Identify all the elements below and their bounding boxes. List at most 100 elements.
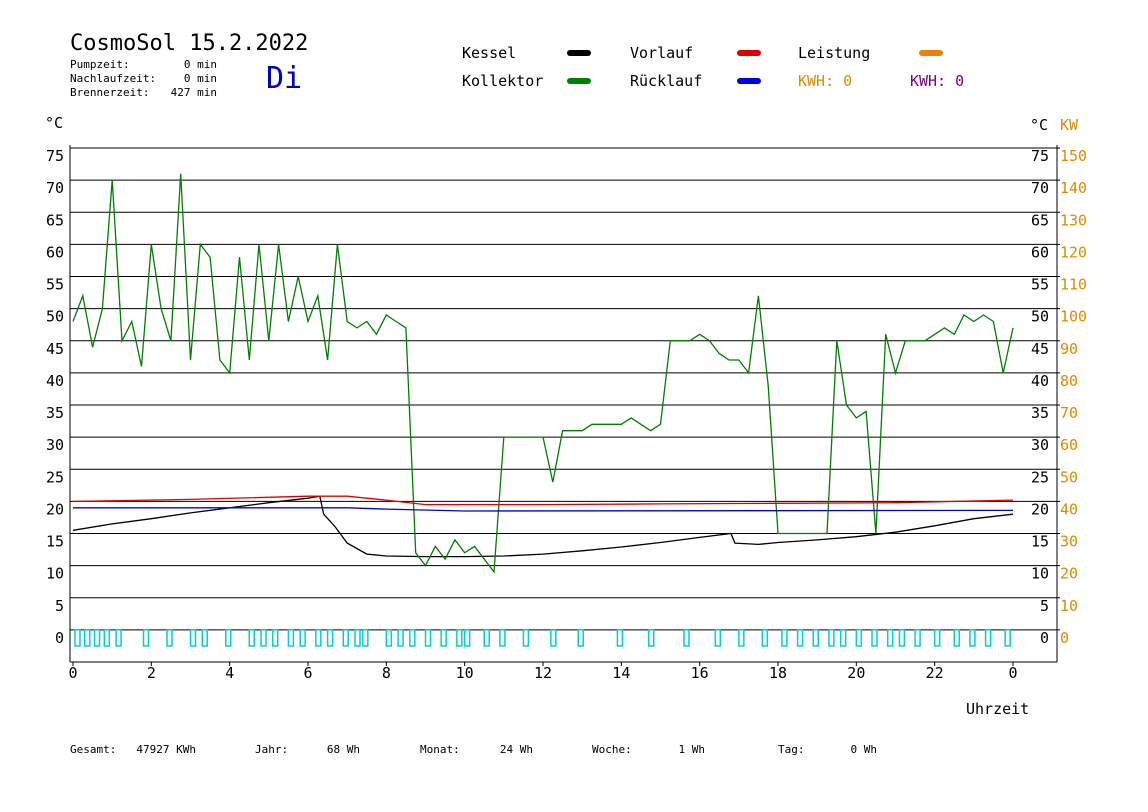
pump-pulse	[315, 629, 322, 647]
pump-pulse	[683, 629, 690, 647]
y2-tick-label: 120	[1060, 243, 1087, 261]
pump-pulse	[616, 629, 624, 647]
y2-tick-label: 90	[1060, 340, 1078, 358]
pump-pulse	[93, 629, 101, 647]
legend-label: Vorlauf	[630, 44, 693, 62]
pump-pulse	[189, 629, 197, 647]
x-tick-label: 20	[847, 664, 865, 682]
y2-tick-label: 50	[1060, 468, 1078, 486]
chart-title: CosmoSol 15.2.2022	[70, 31, 308, 56]
y-tick-label: 5	[55, 597, 64, 615]
pump-pulse	[761, 629, 769, 647]
info-value: 0 min	[184, 72, 217, 85]
y-tick-label: 60	[46, 243, 64, 261]
pump-pulse	[499, 629, 506, 647]
pump-pulse	[522, 629, 530, 647]
pump-pulse	[424, 629, 432, 647]
y-tick-label-right: 65	[1031, 211, 1049, 229]
y-tick-label-right: 45	[1031, 340, 1049, 358]
pump-pulse	[886, 629, 894, 647]
y-tick-label: 40	[46, 372, 64, 390]
pump-pulse	[914, 629, 921, 647]
y2-tick-label: 30	[1060, 533, 1078, 551]
pump-pulse	[272, 629, 279, 647]
y-tick-label-right: 40	[1031, 372, 1049, 390]
y2-tick-label: 150	[1060, 147, 1087, 165]
y-unit: °C	[45, 114, 63, 132]
total-value: 1 Wh	[679, 743, 706, 756]
y-tick-label: 25	[46, 468, 64, 486]
y-tick-label-right: 0	[1040, 629, 1049, 647]
series-line	[72, 495, 1014, 506]
legend-note: KWH: 0	[798, 72, 852, 90]
y-tick-label: 10	[46, 565, 64, 583]
pump-pulse	[855, 629, 863, 647]
y-tick-label: 50	[46, 308, 64, 326]
series-line	[72, 495, 1014, 558]
pump-pulse	[812, 629, 819, 647]
y2-tick-label: 60	[1060, 436, 1078, 454]
y-tick-label: 75	[46, 147, 64, 165]
total-value: 68 Wh	[327, 743, 360, 756]
y-tick-label: 45	[46, 340, 64, 358]
pump-pulse	[550, 629, 557, 647]
total-value: 24 Wh	[500, 743, 533, 756]
x-tick-label: 10	[456, 664, 474, 682]
pump-pulse	[577, 629, 584, 647]
x-tick-label: 22	[926, 664, 944, 682]
pump-pulse	[225, 629, 232, 647]
y-tick-label-right: 35	[1031, 404, 1049, 422]
total-label: Jahr:	[255, 743, 288, 756]
total-label: Tag:	[778, 743, 805, 756]
total-label: Monat:	[420, 743, 460, 756]
pump-pulse	[299, 629, 306, 647]
y2-tick-label: 10	[1060, 597, 1078, 615]
y-tick-label: 30	[46, 436, 64, 454]
info-label: Nachlaufzeit:	[70, 72, 156, 85]
info-value: 427 min	[171, 86, 217, 99]
x-tick-label: 2	[147, 664, 156, 682]
y2-tick-label: 20	[1060, 565, 1078, 583]
y-tick-label: 70	[46, 179, 64, 197]
y2-tick-label: 110	[1060, 276, 1087, 294]
y-tick-label-right: 25	[1031, 468, 1049, 486]
pump-pulse	[397, 629, 404, 647]
pump-pulse	[984, 629, 992, 647]
total-label: Woche:	[592, 743, 632, 756]
series-line	[72, 173, 1014, 574]
y2-tick-label: 0	[1060, 629, 1069, 647]
pump-pulse	[738, 629, 745, 647]
pump-pulse	[260, 629, 267, 647]
pump-pulse	[201, 629, 208, 647]
y-tick-label: 15	[46, 533, 64, 551]
pump-pulse	[463, 629, 471, 647]
pump-pulse	[483, 629, 490, 647]
pump-pulse	[342, 629, 349, 647]
pump-pulse	[115, 629, 122, 647]
info-label: Brennerzeit:	[70, 86, 149, 99]
y2-tick-label: 100	[1060, 308, 1087, 326]
pump-pulse	[456, 629, 463, 647]
x-tick-label: 0	[68, 664, 77, 682]
pump-pulse	[714, 629, 722, 647]
y-tick-label-right: 75	[1031, 147, 1049, 165]
x-tick-label: 12	[534, 664, 552, 682]
y2-tick-label: 70	[1060, 404, 1078, 422]
pump-pulse	[796, 629, 804, 647]
pump-pulse	[166, 629, 173, 647]
y2-tick-label: 80	[1060, 372, 1078, 390]
y-tick-label: 0	[55, 629, 64, 647]
x-tick-label: 6	[303, 664, 312, 682]
pump-pulse	[953, 629, 960, 647]
series-line	[73, 507, 1014, 512]
legend-label: Leistung	[798, 44, 870, 62]
pump-pulse	[871, 629, 878, 647]
pump-pulse	[781, 629, 788, 647]
pump-pulse	[969, 629, 976, 647]
x-tick-label: 16	[691, 664, 709, 682]
y-tick-label-right: 70	[1031, 179, 1049, 197]
total-value: 0 Wh	[851, 743, 878, 756]
x-tick-label: 4	[225, 664, 234, 682]
y2-tick-label: 140	[1060, 179, 1087, 197]
